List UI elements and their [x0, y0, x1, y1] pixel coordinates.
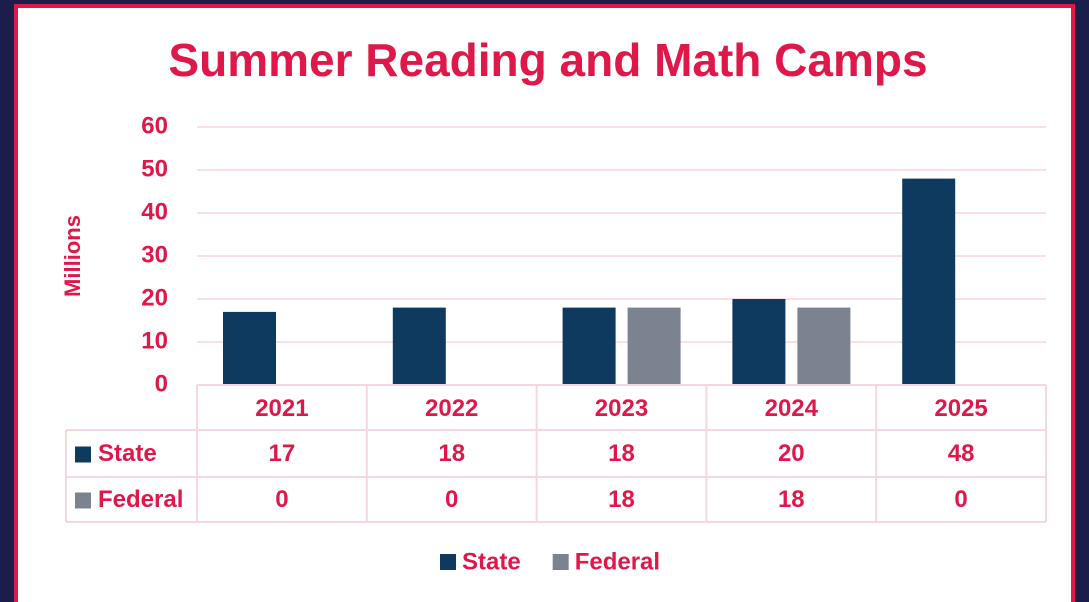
- data-label: 18: [778, 486, 805, 513]
- legend-key: [552, 554, 569, 570]
- data-label: 0: [275, 486, 288, 513]
- legend-key: [440, 554, 456, 570]
- table-row-label: State: [98, 440, 157, 467]
- bar: [392, 307, 446, 385]
- card: [14, 4, 1075, 602]
- y-tick-label: 40: [141, 198, 168, 225]
- table-legend-key: [75, 492, 91, 509]
- x-tick-label: 2021: [255, 395, 308, 422]
- chart-title: Summer Reading and Math Camps: [168, 34, 927, 86]
- bar: [797, 307, 851, 385]
- data-label: 18: [438, 440, 465, 467]
- bar: [562, 307, 616, 385]
- table-legend-key: [75, 446, 91, 463]
- y-tick-label: 20: [141, 284, 168, 311]
- legend-label: Federal: [575, 548, 660, 575]
- bar: [223, 311, 276, 385]
- data-label: 0: [954, 486, 967, 513]
- data-label: 17: [269, 440, 296, 467]
- bar: [902, 178, 956, 385]
- data-label: 0: [445, 486, 458, 513]
- y-tick-label: 60: [141, 112, 168, 139]
- x-tick-label: 2024: [765, 395, 819, 422]
- bar: [732, 299, 786, 385]
- y-tick-label: 10: [141, 327, 168, 354]
- table-row-label: Federal: [98, 486, 183, 513]
- x-tick-label: 2025: [934, 395, 987, 422]
- data-label: 18: [608, 440, 635, 467]
- y-tick-label: 50: [141, 155, 168, 182]
- y-tick-label: 0: [155, 370, 168, 397]
- x-tick-label: 2023: [595, 395, 648, 422]
- x-tick-label: 2022: [425, 395, 478, 422]
- y-tick-label: 30: [141, 241, 168, 268]
- data-label: 18: [608, 486, 635, 513]
- y-axis-label: Millions: [60, 215, 85, 297]
- legend-label: State: [462, 548, 521, 575]
- data-label: 48: [948, 440, 975, 467]
- bar: [627, 307, 681, 385]
- data-label: 20: [778, 440, 805, 467]
